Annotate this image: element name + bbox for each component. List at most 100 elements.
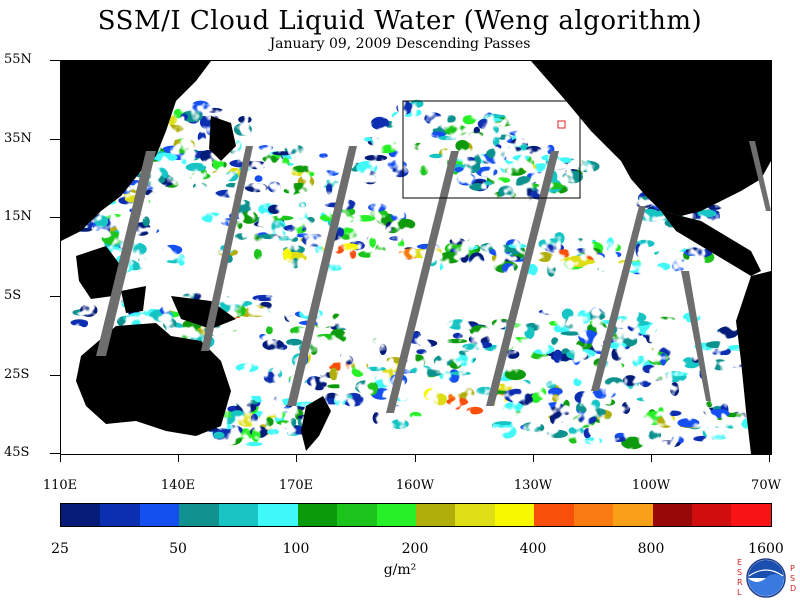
colorbar-swatch [297,504,338,526]
cloud-patch [396,397,408,402]
map-subtitle: January 09, 2009 Descending Passes [269,36,531,52]
cloud-patch [319,153,328,158]
cloud-patch [708,204,722,210]
cloud-patch [468,131,484,138]
cloud-patch [281,157,290,169]
cloud-patch [574,391,591,404]
cloud-patch [369,236,376,248]
cloud-patch [329,367,339,381]
lat-label-15n: 15N [4,209,32,224]
cloud-patch [244,183,268,193]
lon-label-110e: 110E [42,478,78,493]
cloud-patch [563,399,570,410]
cloud-patch [375,243,386,257]
cloud-patch [263,221,285,232]
cloud-patch [389,236,404,241]
cloud-patch [398,239,405,250]
cloud-patch [666,410,682,417]
cloud-patch [462,115,476,125]
cloud-patch [94,215,109,228]
cloud-patch [554,232,565,245]
logo-letter: L [737,588,742,597]
cloud-patch [578,329,598,344]
cloud-patch [497,424,517,439]
cloud-patch [372,338,380,344]
region-box [402,100,581,199]
cloud-patch [603,399,616,406]
cloud-patch [612,362,625,369]
cloud-patch [590,399,601,410]
lon-tick [533,454,534,462]
cloud-patch [215,189,239,198]
cloud-patch [370,137,380,145]
lat-label-55n: 55N [4,52,32,67]
satellite-gap-strip [486,151,559,406]
cloud-patch [551,337,559,346]
lon-label-70w: 70W [751,478,781,493]
cloud-patch [438,135,457,141]
cloud-patch [416,349,427,355]
cloud-patch [558,157,572,163]
logo-letter: R [737,578,743,587]
cloud-patch [267,428,279,435]
cloud-patch [270,215,294,221]
cloud-patch [670,371,688,377]
cloud-patch [266,326,273,335]
cloud-patch [410,99,424,108]
lat-label-5s: 5S [4,288,22,303]
cloud-patch [478,341,493,348]
cloud-patch [235,363,259,373]
colorbar-swatch [652,504,692,526]
satellite-gap-strip [591,206,646,391]
colorbar-label-1600: 1600 [748,541,784,557]
cloud-patch [273,396,282,409]
cloud-patch [706,429,730,440]
cloud-patch [144,189,155,196]
cloud-patch [268,204,282,214]
cloud-patch [446,397,469,406]
cloud-patch [710,348,729,356]
cloud-patch [576,402,589,413]
satellite-gap-strip [96,151,156,356]
cloud-patch [592,321,607,335]
colorbar-units: g/m² [383,562,417,578]
cloud-patch [677,418,700,428]
cloud-patch [250,413,258,424]
noaa-emblem-icon [746,558,786,598]
cloud-patch [648,373,667,380]
cloud-patch [476,386,494,396]
cloud-patch [507,337,529,343]
cloud-patch [294,220,303,234]
lon-label-130w: 130W [513,478,553,493]
lon-tick [178,454,179,462]
cloud-patch [333,242,345,254]
colorbar-label-100: 100 [282,541,310,557]
cloud-patch [263,371,280,384]
cloud-patch [705,341,727,349]
cloud-patch [627,320,650,326]
cloud-patch [568,432,579,444]
cloud-patch [635,243,642,257]
cloud-patch [654,251,666,256]
cloud-patch [366,366,387,372]
colorbar-swatch [258,504,298,526]
cloud-patch [612,252,622,258]
cloud-patch [562,170,583,184]
satellite-gap-strip [386,151,459,413]
cloud-patch [429,153,444,159]
lat-tick [50,296,60,297]
colorbar-swatch [573,504,614,526]
cloud-patch [345,394,353,400]
cloud-patch [233,123,252,136]
colorbar-swatch [61,504,101,526]
cloud-patch [286,338,303,346]
cloud-patch [672,244,691,252]
cloud-patch [370,116,390,130]
colorbar-swatch [534,504,574,526]
cloud-patch [259,333,267,340]
cloud-patch [708,408,730,419]
cloud-patch [409,411,422,419]
cloud-patch [522,163,537,172]
cloud-patch [675,259,686,271]
cloud-patch [604,377,624,389]
